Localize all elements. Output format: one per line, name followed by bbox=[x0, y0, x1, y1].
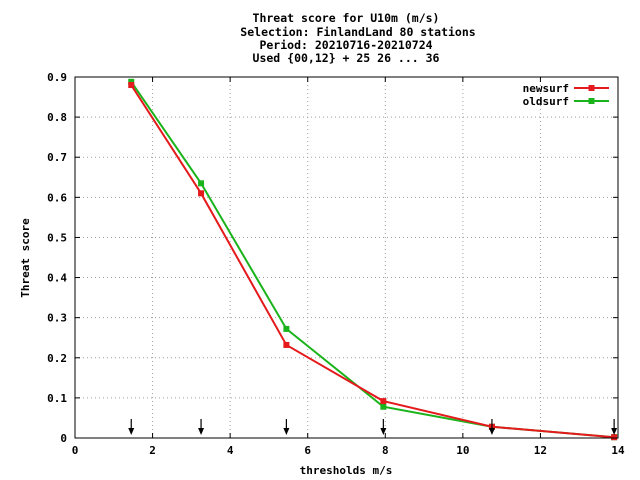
data-point-newsurf bbox=[611, 434, 618, 441]
y-tick-label: 0.5 bbox=[47, 231, 67, 244]
y-tick-label: 0.2 bbox=[47, 352, 67, 365]
threshold-arrow-head bbox=[611, 428, 618, 435]
x-tick-label: 4 bbox=[227, 444, 234, 457]
chart-title-line-3: Period: 20210716-20210724 bbox=[259, 38, 432, 52]
data-point-oldsurf bbox=[128, 78, 135, 85]
y-tick-label: 0.9 bbox=[47, 71, 67, 84]
data-point-newsurf bbox=[283, 341, 290, 348]
legend-marker-oldsurf bbox=[588, 98, 595, 104]
x-tick-label: 2 bbox=[149, 444, 156, 457]
threshold-arrow-head bbox=[283, 428, 290, 435]
y-tick-label: 0.1 bbox=[47, 392, 67, 405]
series-line-newsurf bbox=[130, 84, 615, 439]
y-tick-label: 0.6 bbox=[47, 191, 67, 204]
threshold-arrow-head bbox=[488, 428, 495, 435]
x-tick-label: 6 bbox=[304, 444, 311, 457]
x-tick-label: 10 bbox=[456, 444, 469, 457]
y-tick-label: 0 bbox=[60, 432, 67, 445]
chart-title-line-2: Selection: FinlandLand 80 stations bbox=[240, 25, 475, 39]
y-tick-label: 0.8 bbox=[47, 111, 67, 124]
data-point-oldsurf bbox=[198, 180, 205, 187]
legend-label-oldsurf: oldsurf bbox=[523, 95, 569, 108]
grid-lines bbox=[75, 77, 618, 438]
x-tick-label: 0 bbox=[72, 444, 79, 457]
threshold-arrow-head bbox=[128, 428, 135, 435]
series-layer bbox=[128, 78, 618, 441]
chart-title-line-4: Used {00,12} + 25 26 ... 36 bbox=[253, 51, 440, 65]
x-tick-label: 8 bbox=[382, 444, 389, 457]
x-axis-label: thresholds m/s bbox=[300, 464, 393, 477]
x-tick-label: 12 bbox=[534, 444, 547, 457]
chart-title: Threat score for U10m (m/s) Selection: F… bbox=[240, 11, 475, 65]
x-tick-label: 14 bbox=[611, 444, 625, 457]
threshold-arrow-head bbox=[198, 428, 205, 435]
y-tick-label: 0.4 bbox=[47, 272, 67, 285]
y-tick-label: 0.7 bbox=[47, 151, 67, 164]
legend-marker-newsurf bbox=[588, 85, 595, 91]
y-tick-label: 0.3 bbox=[47, 312, 67, 325]
series-line-oldsurf bbox=[130, 81, 615, 439]
y-axis-label: Threat score bbox=[19, 218, 32, 298]
data-point-newsurf bbox=[128, 82, 135, 89]
plot-frame bbox=[74, 76, 619, 439]
data-point-newsurf bbox=[380, 398, 387, 405]
data-point-oldsurf bbox=[283, 325, 290, 332]
threshold-arrow-head bbox=[380, 428, 387, 435]
data-point-newsurf bbox=[198, 190, 205, 197]
chart-title-line-1: Threat score for U10m (m/s) bbox=[253, 11, 440, 25]
threshold-arrows bbox=[128, 419, 618, 435]
data-point-oldsurf bbox=[380, 403, 387, 410]
axis-ticks: 0 2 4 6 8 10 12 14 0 0.1 0.2 0.3 0.4 0.5 0.6 0.7 0.8 0.9 bbox=[47, 71, 625, 457]
legend-label-newsurf: newsurf bbox=[523, 82, 569, 95]
